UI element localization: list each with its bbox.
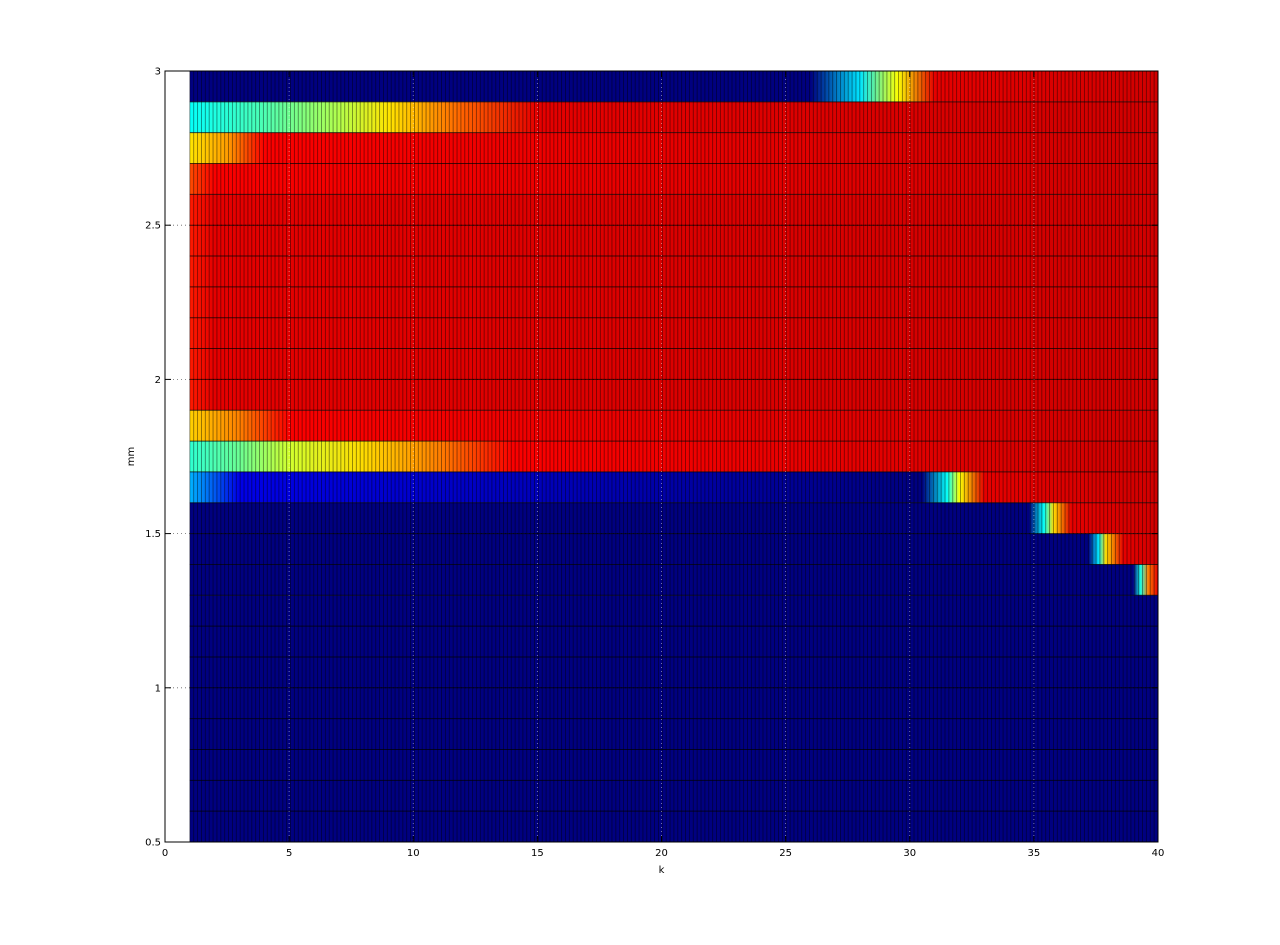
heatmap-row-9 <box>189 533 1158 565</box>
x-tick-label: 35 <box>1028 848 1041 859</box>
heatmap-row-4 <box>189 194 1158 411</box>
heatmap-row-0 <box>189 71 1158 102</box>
x-tick-label: 25 <box>779 848 792 859</box>
y-tick-label: 1 <box>155 683 161 694</box>
y-tick-label: 2.5 <box>145 221 161 232</box>
heatmap-row-5 <box>189 410 1158 442</box>
y-tick-label: 1.5 <box>145 529 161 540</box>
y-tick-label: 2 <box>155 375 161 386</box>
cell-row-lines <box>189 101 1158 812</box>
x-axis-label: k <box>659 865 665 876</box>
x-tick-label: 20 <box>655 848 668 859</box>
cell-column-lines <box>189 71 1159 842</box>
heatmap-row-8 <box>189 502 1158 534</box>
cell-row-path <box>189 101 1158 812</box>
y-tick-label: 0.5 <box>145 838 161 849</box>
x-tick-label: 40 <box>1152 848 1165 859</box>
heatmap-row-7 <box>189 471 1158 503</box>
cell-column-path <box>189 71 1159 842</box>
heatmap-row-1 <box>189 101 1158 133</box>
x-tick-label: 30 <box>903 848 916 859</box>
axis-ticks: 0 5 10 15 20 25 30 35 40 0.5 1 1.5 2 2.5 3 <box>145 67 1164 860</box>
heatmap-row-2 <box>189 132 1158 164</box>
x-tick-label: 10 <box>407 848 420 859</box>
y-tick-label: 3 <box>155 67 161 78</box>
x-tick-label: 0 <box>162 848 168 859</box>
y-axis-label: mm <box>126 447 137 466</box>
x-tick-label: 15 <box>531 848 544 859</box>
heatmap-row-6 <box>189 441 1158 472</box>
x-tick-label: 5 <box>286 848 292 859</box>
heatmap-row-3 <box>189 163 1158 195</box>
heatmap-row-10 <box>189 564 1158 596</box>
